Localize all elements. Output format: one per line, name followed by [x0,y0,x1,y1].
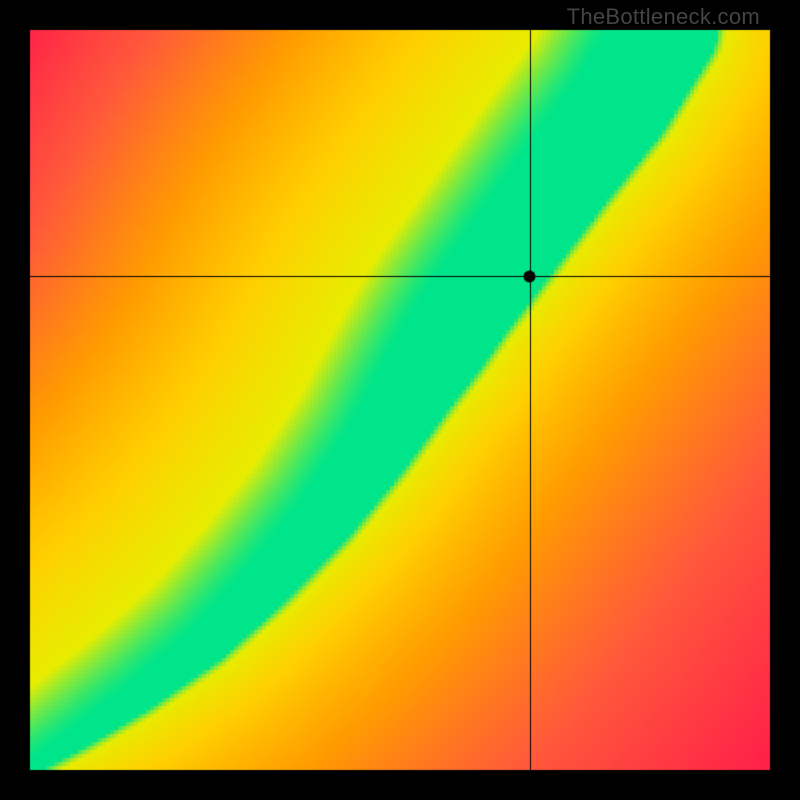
heatmap-plot [0,0,800,800]
chart-container: TheBottleneck.com [0,0,800,800]
watermark-text: TheBottleneck.com [567,4,760,30]
heatmap-canvas [0,0,800,800]
